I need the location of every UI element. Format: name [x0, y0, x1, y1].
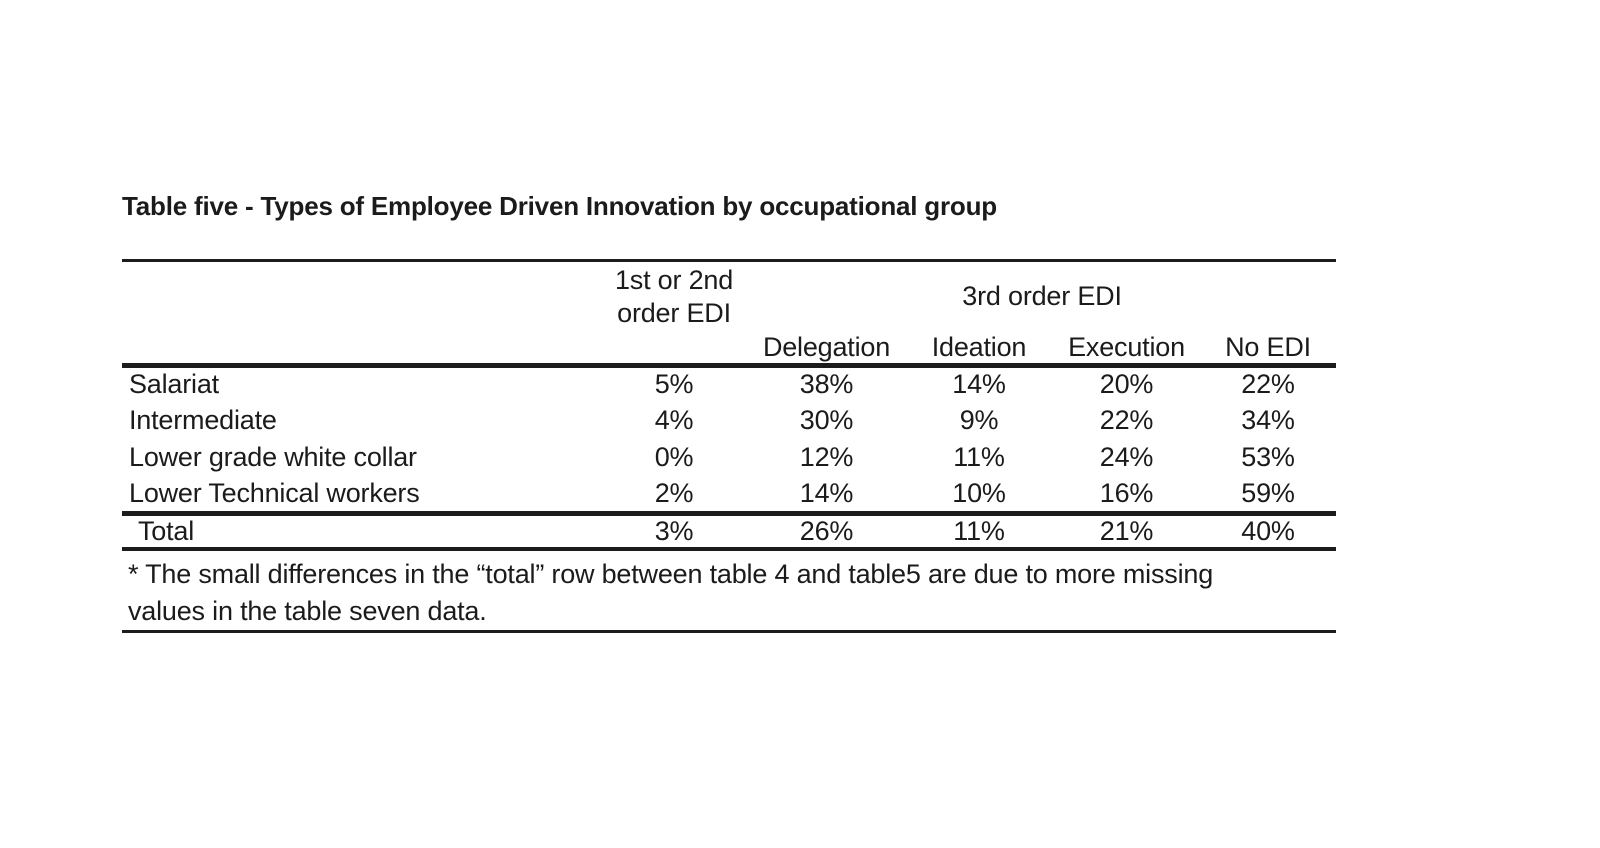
data-cell: 10% — [952, 477, 1006, 508]
table-row-total: Total 3% 26% 11% 21% 40% — [122, 510, 1337, 551]
data-cell: 2% — [654, 477, 694, 508]
data-cell: 14% — [799, 477, 854, 508]
data-cell: 12% — [799, 442, 854, 472]
column-header-execution: Execution — [1053, 331, 1200, 368]
data-cell: 11% — [953, 442, 1005, 472]
table-footnote: * The small differences in the “total” r… — [122, 549, 1336, 632]
column-header-ideation: Ideation — [905, 331, 1053, 368]
header-empty-cell — [122, 261, 600, 332]
table-block: Table five - Types of Employee Driven In… — [122, 190, 1337, 633]
data-cell: 4% — [654, 405, 694, 435]
data-cell: 24% — [1099, 442, 1154, 472]
data-cell: 5% — [654, 369, 694, 400]
row-label: Lower grade white collar — [129, 442, 417, 472]
table-row-lower-grade-white-collar: Lower grade white collar 0% 12% 11% 24% … — [122, 439, 1336, 476]
data-cell: 53% — [1241, 442, 1295, 472]
column-header-delegation: Delegation — [748, 331, 905, 368]
column-header-no-edi: No EDI — [1200, 331, 1337, 368]
data-cell: 21% — [1053, 510, 1200, 551]
row-label: Salariat — [129, 369, 219, 400]
table-column-header-row: Delegation Ideation Execution No EDI — [122, 331, 1337, 368]
header-first-second-order-edi-line1: 1st or 2nd — [614, 264, 734, 295]
data-cell: 11% — [905, 510, 1053, 551]
table-row-salariat: Salariat 5% 38% 14% 20% 22% — [122, 365, 1336, 402]
edi-table: 1st or 2nd order EDI 3rd order EDI Deleg… — [122, 259, 1337, 633]
data-cell: 20% — [1099, 369, 1154, 400]
data-cell: 3% — [600, 510, 748, 551]
data-cell: 9% — [959, 405, 999, 435]
data-cell: 0% — [654, 442, 694, 472]
row-label: Intermediate — [129, 405, 277, 435]
header-first-second-order-edi: 1st or 2nd order EDI — [600, 261, 748, 332]
data-cell: 16% — [1099, 477, 1154, 508]
data-cell: 22% — [1241, 369, 1295, 400]
data-cell: 34% — [1241, 405, 1295, 435]
data-cell: 14% — [952, 369, 1006, 400]
data-cell: 22% — [1099, 405, 1154, 435]
data-cell: 40% — [1200, 510, 1337, 551]
footnote-line2: values in the table seven data. — [128, 596, 487, 626]
footnote-cell: * The small differences in the “total” r… — [122, 549, 1336, 632]
table-title: Table five - Types of Employee Driven In… — [122, 191, 997, 221]
data-cell: 59% — [1241, 477, 1295, 508]
row-label: Lower Technical workers — [129, 477, 420, 508]
table-header-group-row: 1st or 2nd order EDI 3rd order EDI — [122, 261, 1336, 332]
header-third-order-edi: 3rd order EDI — [962, 281, 1122, 312]
header-empty-cell — [122, 331, 600, 368]
data-cell: 26% — [748, 510, 905, 551]
footnote-line1: * The small differences in the “total” r… — [128, 559, 1214, 589]
data-cell: 30% — [799, 405, 854, 435]
data-cell: 38% — [799, 369, 854, 400]
row-label: Total — [122, 510, 600, 551]
table-row-lower-technical-workers: Lower Technical workers 2% 14% 10% 16% 5… — [122, 476, 1336, 513]
table-row-intermediate: Intermediate 4% 30% 9% 22% 34% — [122, 402, 1336, 439]
header-first-second-order-edi-line2: order EDI — [617, 297, 731, 328]
header-empty-cell — [600, 331, 748, 368]
